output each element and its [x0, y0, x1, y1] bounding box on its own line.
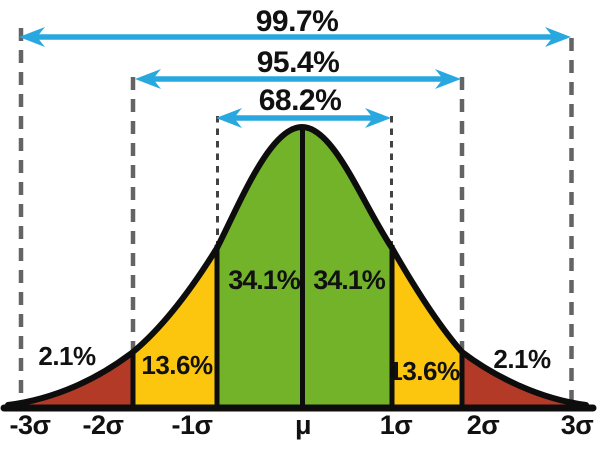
arrow-99-7-head-right: [545, 27, 571, 47]
arrow-68-2-head-right: [365, 108, 391, 128]
coverage-label-99-7: 99.7%: [256, 5, 339, 38]
arrow-95-4-head-left: [135, 69, 161, 89]
x-axis-tick-labels: -3σ -2σ -1σ μ 1σ 2σ 3σ: [10, 410, 594, 440]
coverage-label-95-4: 95.4%: [257, 46, 340, 79]
arrow-95-4-head-right: [435, 69, 461, 89]
region-label-left-green: 34.1%: [228, 265, 301, 295]
arrow-95-4: [135, 69, 461, 89]
arrow-68-2: [216, 108, 391, 128]
bell-curve-outline: [5, 124, 589, 408]
tick-plus-1-sigma: 1σ: [380, 410, 413, 440]
tick-plus-2-sigma: 2σ: [467, 410, 500, 440]
region-label-right-tail: 2.1%: [493, 344, 551, 374]
tick-minus-3-sigma: -3σ: [10, 410, 51, 440]
region-label-left-yellow: 13.6%: [141, 350, 213, 380]
tick-plus-3-sigma: 3σ: [561, 410, 594, 440]
arrow-99-7: [19, 27, 571, 47]
arrow-99-7-head-left: [19, 27, 45, 47]
region-dividers: [130, 130, 465, 407]
region-label-right-yellow: 13.6%: [388, 356, 460, 386]
region-label-right-green: 34.1%: [313, 265, 386, 295]
tick-mean-mu: μ: [295, 410, 311, 440]
arrow-68-2-head-left: [216, 108, 242, 128]
tick-minus-1-sigma: -1σ: [172, 410, 213, 440]
region-label-left-tail: 2.1%: [38, 341, 96, 371]
coverage-label-68-2: 68.2%: [259, 84, 342, 117]
sigma-guide-lines: [18, 28, 574, 403]
tick-minus-2-sigma: -2σ: [83, 410, 124, 440]
